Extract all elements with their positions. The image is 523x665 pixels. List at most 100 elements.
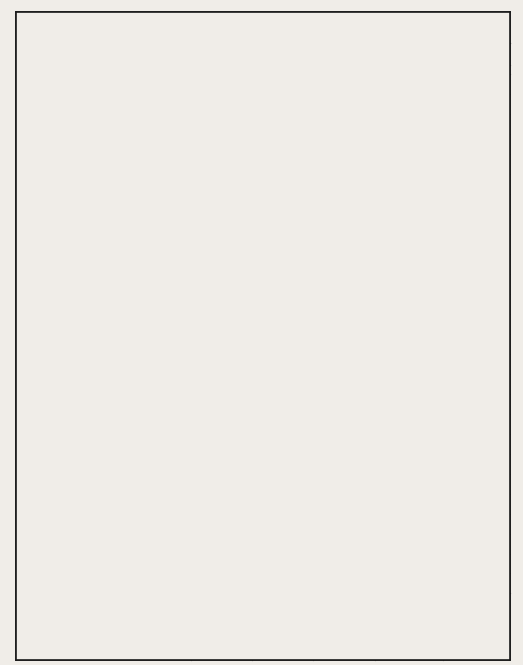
- Text: St Pierre d'Albigny: St Pierre d'Albigny: [20, 539, 137, 549]
- Text: 32.21: 32.21: [342, 419, 373, 429]
- Text: 49.70: 49.70: [219, 319, 250, 329]
- Text: -: -: [380, 159, 386, 169]
- Text: 1962: 1962: [208, 33, 235, 43]
- Text: 7.69: 7.69: [476, 79, 507, 89]
- Text: 44.50: 44.50: [219, 199, 250, 209]
- Text: -: -: [448, 79, 454, 89]
- Text: -: -: [380, 399, 386, 409]
- Text: 15.18: 15.18: [476, 99, 507, 109]
- Text: Les Marches: Les Marches: [20, 339, 87, 349]
- Text: 7.25: 7.25: [410, 159, 440, 169]
- Text: 26.54: 26.54: [342, 259, 373, 269]
- Text: 19.18: 19.18: [476, 219, 507, 229]
- Text: 33.96: 33.96: [281, 559, 311, 569]
- Text: -: -: [380, 539, 386, 549]
- Text: 18.02: 18.02: [410, 339, 440, 349]
- Text: -: -: [380, 379, 386, 389]
- Text: -: -: [448, 119, 454, 129]
- Text: -: -: [448, 199, 454, 209]
- Text: -: -: [448, 579, 454, 589]
- Text: Cruet: Cruet: [20, 239, 51, 249]
- Text: 44.80: 44.80: [281, 79, 311, 89]
- Text: 64.18: 64.18: [281, 279, 311, 289]
- Text: 69.72: 69.72: [342, 299, 373, 309]
- Text: -: -: [380, 259, 386, 269]
- Text: -: -: [448, 339, 454, 349]
- Text: -: -: [380, 579, 386, 589]
- Text: St Baldoph: St Baldoph: [20, 459, 81, 469]
- Text: 50.91: 50.91: [281, 379, 311, 389]
- Text: 18.19: 18.19: [476, 479, 507, 489]
- Text: 22.63: 22.63: [342, 339, 373, 349]
- Text: 62/75: 62/75: [393, 49, 425, 59]
- Text: St Alban Leysse: St Alban Leysse: [20, 439, 112, 449]
- Text: Billième: Billième: [20, 139, 69, 149]
- Text: -: -: [448, 299, 454, 309]
- Text: -: -: [380, 119, 386, 129]
- Text: 15.77: 15.77: [342, 539, 373, 549]
- Text: 23.00: 23.00: [476, 239, 507, 249]
- Text: 32.65: 32.65: [281, 399, 311, 409]
- Text: -: -: [448, 359, 454, 369]
- Text: -: -: [448, 219, 454, 229]
- Text: 9.77: 9.77: [476, 559, 507, 569]
- Text: 29.85: 29.85: [342, 199, 373, 209]
- Text: -: -: [380, 179, 386, 189]
- Text: 13.45: 13.45: [281, 459, 311, 469]
- Text: -: -: [448, 459, 454, 469]
- Text: Chindrieux: Chindrieux: [20, 219, 81, 229]
- Text: -: -: [448, 279, 454, 289]
- Text: 47.34: 47.34: [219, 499, 250, 509]
- Text: Chignin: Chignin: [20, 199, 63, 209]
- Text: 21.88: 21.88: [410, 559, 440, 569]
- Text: -: -: [380, 479, 386, 489]
- Text: 52.49: 52.49: [219, 79, 250, 89]
- Text: 15.31: 15.31: [281, 539, 311, 549]
- Text: 2.87: 2.87: [476, 359, 507, 369]
- Text: 5.13: 5.13: [287, 179, 311, 189]
- Text: -: -: [380, 239, 386, 249]
- Text: 29.69: 29.69: [281, 199, 311, 209]
- Text: 2.31: 2.31: [348, 119, 373, 129]
- Text: -: -: [448, 559, 454, 569]
- Text: 40.16: 40.16: [281, 479, 311, 489]
- Text: 9.72: 9.72: [410, 259, 440, 269]
- Text: 6.59: 6.59: [476, 339, 507, 349]
- Text: 38.46: 38.46: [281, 319, 311, 329]
- Text: 3.99: 3.99: [287, 439, 311, 449]
- Text: St Jeoire: St Jeoire: [20, 519, 75, 529]
- Text: -: -: [448, 239, 454, 249]
- Text: Barby: Barby: [20, 119, 51, 129]
- Text: Myans: Myans: [20, 399, 51, 409]
- Text: 62/68: 62/68: [460, 49, 493, 59]
- Text: Arbin: Arbin: [20, 99, 51, 109]
- Text: -: -: [448, 539, 454, 549]
- Text: 33.96: 33.96: [281, 339, 311, 349]
- Text: 89.10: 89.10: [219, 299, 250, 309]
- Text: 1.14: 1.14: [348, 359, 373, 369]
- Text: 19.25: 19.25: [410, 139, 440, 149]
- Text: 5.19: 5.19: [476, 439, 507, 449]
- Text: 22.70: 22.70: [342, 399, 373, 409]
- Text: 19.23: 19.23: [281, 239, 311, 249]
- Text: 48.70: 48.70: [219, 219, 250, 229]
- Text: 21.23: 21.23: [476, 499, 507, 509]
- Text: 21.85: 21.85: [342, 559, 373, 569]
- Text: 6.17: 6.17: [476, 279, 507, 289]
- Text: Montmélian: Montmélian: [20, 359, 81, 369]
- Text: 30.19: 30.19: [219, 602, 250, 612]
- Text: -: -: [380, 99, 386, 109]
- Text: -: -: [448, 419, 454, 429]
- Text: -: -: [448, 479, 454, 489]
- Text: 36.26: 36.26: [219, 259, 250, 269]
- Text: 29.75: 29.75: [219, 579, 250, 589]
- Text: 15.89: 15.89: [476, 379, 507, 389]
- Text: 11.21: 11.21: [476, 119, 507, 129]
- Text: 27.14: 27.14: [342, 499, 373, 509]
- Text: -: -: [380, 139, 386, 149]
- Text: 10.91: 10.91: [410, 579, 440, 589]
- Text: 41.83: 41.83: [342, 479, 373, 489]
- Text: 10.70: 10.70: [476, 259, 507, 269]
- Text: 8.06: 8.06: [476, 139, 507, 149]
- Text: 22.50: 22.50: [410, 239, 440, 249]
